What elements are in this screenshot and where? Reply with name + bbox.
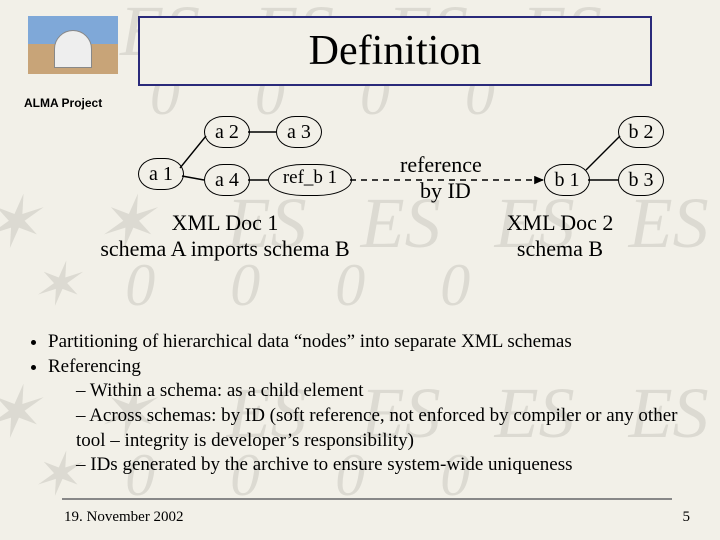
bullet-2-1: Within a schema: as a child element: [76, 379, 690, 404]
node-a4-label: a 4: [215, 167, 239, 193]
footer-date: 19. November 2002: [64, 509, 184, 526]
project-label: ALMA Project: [24, 96, 102, 110]
bullet-2: Referencing Within a schema: as a child …: [48, 355, 690, 478]
node-a2-label: a 2: [215, 119, 239, 145]
slide-title: Definition: [138, 16, 652, 86]
footer-divider: [62, 498, 672, 500]
caption-right: XML Doc 2 schema B: [450, 210, 670, 262]
node-ref-b1: ref_b 1: [268, 164, 352, 196]
bullet-2-3: IDs generated by the archive to ensure s…: [76, 453, 690, 478]
node-a1: a 1: [138, 158, 184, 190]
node-a3: a 3: [276, 116, 322, 148]
node-a3-label: a 3: [287, 119, 311, 145]
bullet-2-2: Across schemas: by ID (soft reference, n…: [76, 404, 690, 453]
node-b2-label: b 2: [629, 119, 654, 145]
alma-logo: [28, 16, 118, 74]
caption-left: XML Doc 1 schema A imports schema B: [70, 210, 380, 262]
node-b3-label: b 3: [629, 167, 654, 193]
node-b3: b 3: [618, 164, 664, 196]
dashed-edge-label-2: by ID: [420, 178, 471, 204]
diagram-edges: [0, 110, 720, 290]
dashed-edge-label-1: reference: [400, 152, 482, 178]
node-b2: b 2: [618, 116, 664, 148]
footer-page-number: 5: [683, 509, 691, 526]
bullet-1: Partitioning of hierarchical data “nodes…: [48, 330, 690, 355]
node-a1-label: a 1: [149, 161, 173, 187]
node-a4: a 4: [204, 164, 250, 196]
node-b1: b 1: [544, 164, 590, 196]
node-b1-label: b 1: [555, 167, 580, 193]
node-ref-b1-label: ref_b 1: [283, 167, 337, 188]
bullet-2-text: Referencing: [48, 356, 141, 377]
node-a2: a 2: [204, 116, 250, 148]
diagram-area: a 1 a 2 a 3 a 4 ref_b 1 b 1 b 2 b 3 refe…: [0, 110, 720, 290]
bullet-list: Partitioning of hierarchical data “nodes…: [30, 330, 690, 478]
